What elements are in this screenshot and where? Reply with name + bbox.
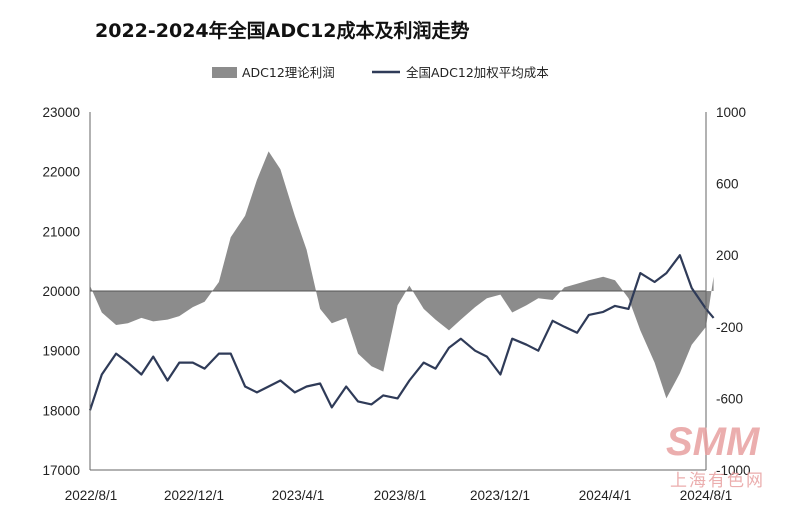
y-right-tick-label: -1000 xyxy=(716,463,751,478)
y-left-tick-label: 20000 xyxy=(42,284,80,299)
y-right-tick-label: 200 xyxy=(716,248,739,263)
y-right-tick-label: -600 xyxy=(716,391,743,406)
y-right-tick-label: 1000 xyxy=(716,105,746,120)
x-tick-label: 2023/4/1 xyxy=(272,488,325,503)
watermark-text: 上海有色网 xyxy=(670,471,765,491)
y-right-tick-label: 600 xyxy=(716,177,739,192)
legend-label-profit: ADC12理论利润 xyxy=(242,65,335,80)
cost-line xyxy=(88,254,715,411)
y-left-tick-label: 23000 xyxy=(42,105,80,120)
y-right-tick-label: -200 xyxy=(716,320,743,335)
x-tick-label: 2022/12/1 xyxy=(164,488,224,503)
profit-area xyxy=(90,151,714,399)
x-tick-label: 2023/8/1 xyxy=(374,488,427,503)
cost-line-layer xyxy=(88,254,715,411)
profit-area-layer xyxy=(90,151,714,399)
x-tick-label: 2024/8/1 xyxy=(680,488,733,503)
y-left-tick-label: 17000 xyxy=(42,463,80,478)
x-tick-label: 2022/8/1 xyxy=(65,488,118,503)
y-left-tick-label: 18000 xyxy=(42,403,80,418)
watermark-logo: SMM xyxy=(666,420,761,464)
watermark: SMM 上海有色网 xyxy=(666,420,765,491)
y-left-tick-label: 22000 xyxy=(42,165,80,180)
y-left-tick-label: 21000 xyxy=(42,224,80,239)
legend-label-cost: 全国ADC12加权平均成本 xyxy=(406,65,549,80)
x-tick-label: 2023/12/1 xyxy=(470,488,530,503)
x-tick-label: 2024/4/1 xyxy=(579,488,632,503)
chart-title: 2022-2024年全国ADC12成本及利润走势 xyxy=(95,19,470,42)
y-left-tick-label: 19000 xyxy=(42,344,80,359)
axes: 23000 22000 21000 20000 19000 18000 17000 1000 6… xyxy=(42,105,750,503)
legend: ADC12理论利润 全国ADC12加权平均成本 xyxy=(212,65,549,80)
legend-swatch-profit xyxy=(212,67,237,78)
